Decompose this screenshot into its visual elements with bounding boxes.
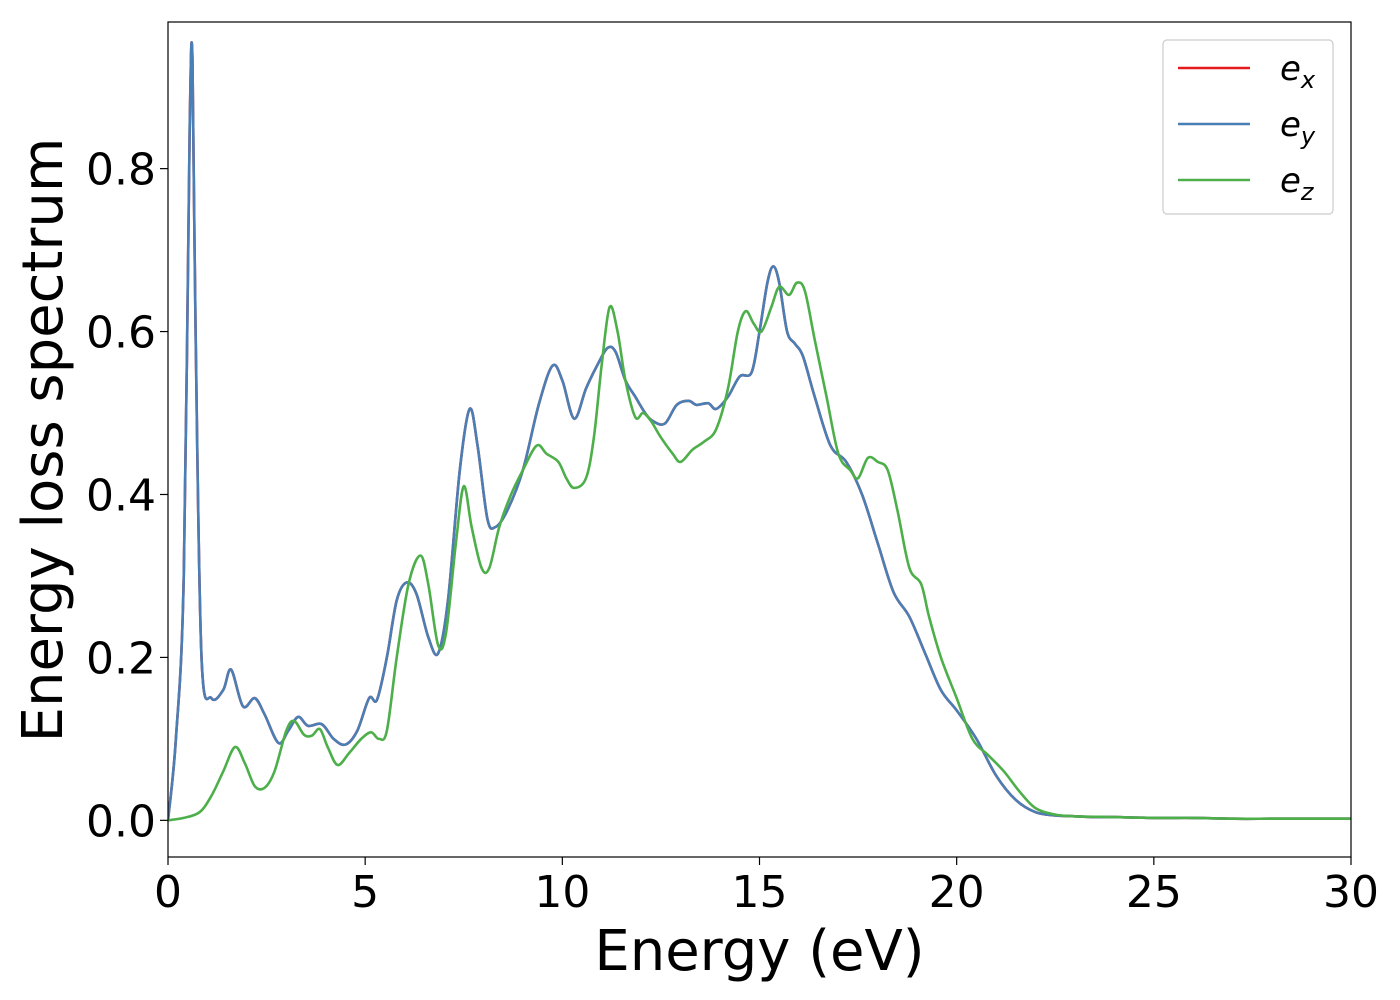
y-tick-label: 0.4	[86, 470, 156, 521]
y-tick-label: 0.6	[86, 308, 156, 359]
x-tick-label: 30	[1323, 867, 1379, 918]
x-tick-label: 5	[351, 867, 379, 918]
x-tick-label: 15	[732, 867, 788, 918]
legend-label-ex: ex	[1280, 49, 1316, 94]
x-tick-label: 0	[154, 867, 182, 918]
x-tick-label: 25	[1126, 867, 1182, 918]
axis-ticks: 0 5 10 15 20 25 30 0.0 0.2 0.4 0.6 0.8	[86, 145, 1379, 918]
x-tick-label: 10	[534, 867, 590, 918]
series-line-ey	[168, 41, 1351, 822]
y-tick-label: 0.0	[86, 796, 156, 847]
legend-box	[1162, 39, 1334, 215]
y-axis-label: Energy loss spectrum	[11, 138, 76, 743]
legend-label-ey: ey	[1280, 105, 1316, 150]
y-tick-label: 0.2	[86, 633, 156, 684]
y-tick-label: 0.8	[86, 145, 156, 196]
x-tick-label: 20	[929, 867, 985, 918]
x-axis-label: Energy (eV)	[594, 919, 924, 984]
axes-frame	[167, 21, 1352, 858]
series-line-ez	[168, 281, 1351, 822]
plot-area	[168, 41, 1351, 822]
